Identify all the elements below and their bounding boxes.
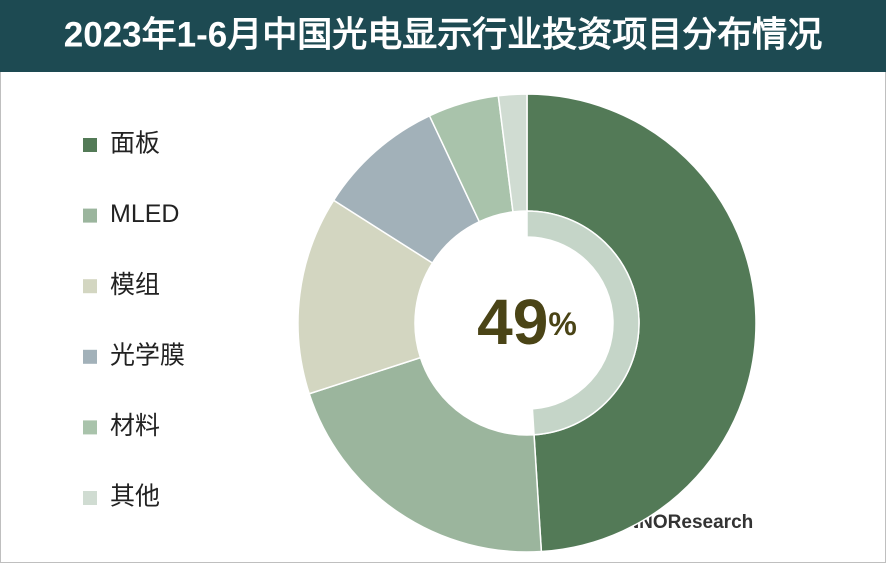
legend-swatch: [83, 420, 97, 435]
legend-swatch: [83, 208, 97, 223]
legend-label: 模组: [110, 271, 160, 299]
legend-label: 光学膜: [110, 341, 185, 369]
center-hole: [441, 237, 613, 409]
legend-label: 其他: [110, 483, 160, 511]
legend-swatch: [83, 138, 97, 152]
title-bar: [0, 0, 886, 72]
legend-label: 材料: [110, 412, 160, 440]
legend-swatch: [83, 279, 97, 294]
center-label: 49%: [477, 286, 577, 358]
chart-title: 2023年1-6月中国光电显示行业投资项目分布情况: [64, 15, 822, 54]
donut-segment: [308, 356, 543, 553]
legend-swatch: [83, 491, 97, 505]
legend-label: 面板: [110, 130, 160, 158]
legend-label: MLED: [110, 200, 179, 228]
legend-swatch: [83, 349, 97, 364]
